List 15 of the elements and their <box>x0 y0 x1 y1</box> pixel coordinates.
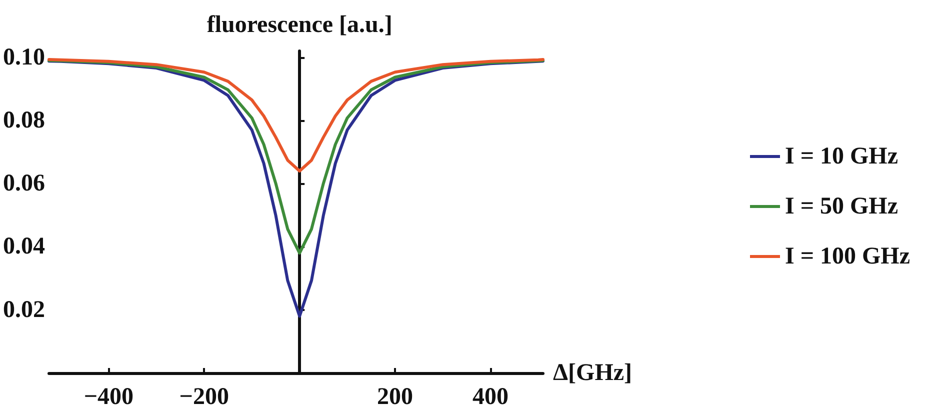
x-tick-label: −400 <box>84 384 134 410</box>
y-tick-label: 0.08 <box>3 107 45 134</box>
x-axis-title: Δ[GHz] <box>553 360 632 386</box>
legend-label: I = 10 GHz <box>784 144 898 170</box>
y-tick-label: 0.06 <box>3 170 45 197</box>
y-tick-label: 0.02 <box>3 296 45 323</box>
x-tick-label: 400 <box>472 384 508 410</box>
y-tick-label: 0.10 <box>3 44 45 70</box>
legend-label: I = 50 GHz <box>784 194 898 220</box>
x-tick-label: 200 <box>377 384 414 410</box>
line-series <box>48 58 544 172</box>
x-tick-label: −200 <box>179 384 229 410</box>
legend-label: I = 100 GHz <box>784 244 910 270</box>
y-tick-label: 0.04 <box>3 234 45 260</box>
y-axis-title: fluorescence [a.u.] <box>206 12 392 38</box>
